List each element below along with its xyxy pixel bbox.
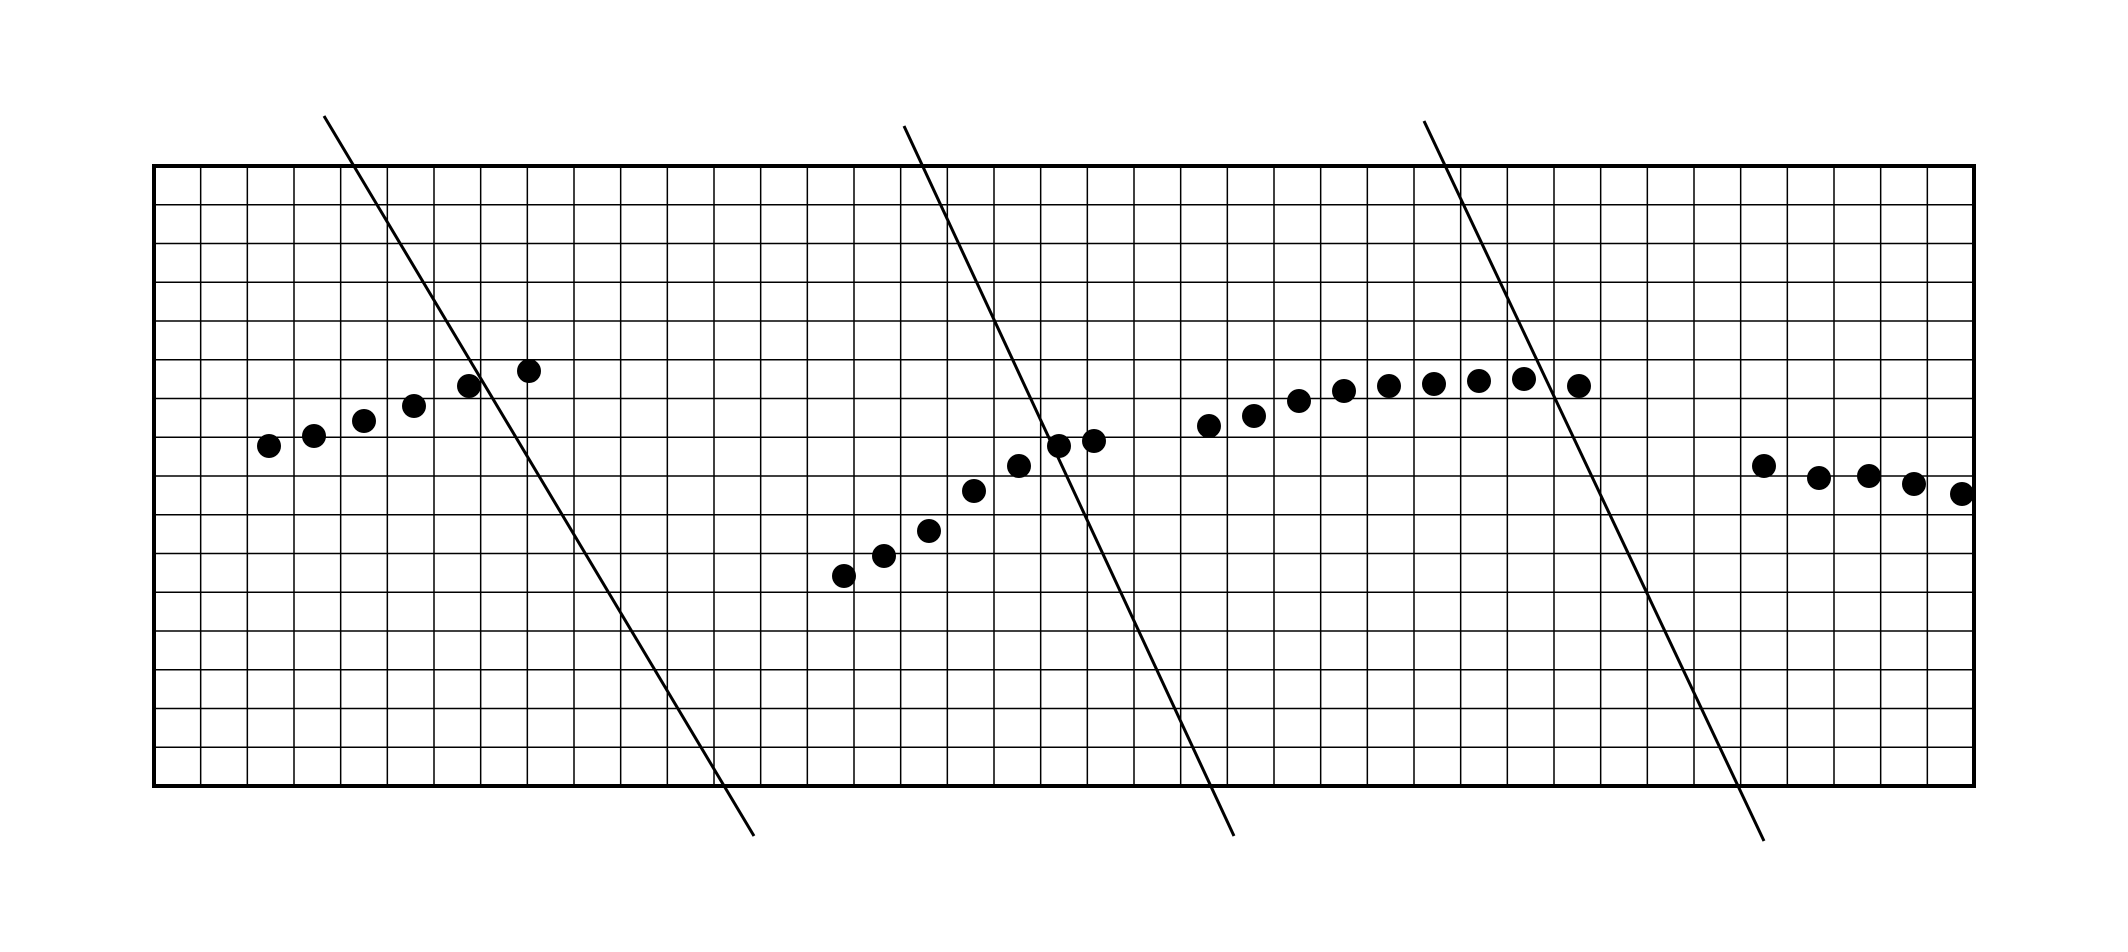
scatter-chart xyxy=(84,96,2044,856)
chart-canvas xyxy=(84,96,2044,856)
